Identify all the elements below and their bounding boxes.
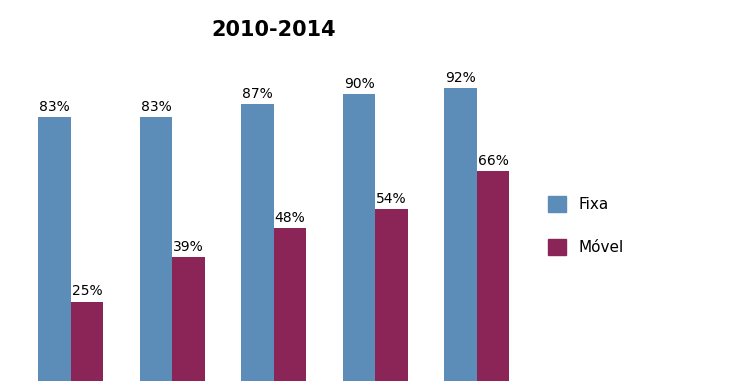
Bar: [70, 301, 103, 381]
Bar: [343, 95, 375, 381]
Bar: [241, 104, 274, 381]
Text: 90%: 90%: [344, 77, 374, 91]
Bar: [140, 117, 172, 381]
Title: 2010-2014: 2010-2014: [212, 19, 336, 40]
Bar: [274, 228, 306, 381]
Bar: [172, 257, 205, 381]
Text: 66%: 66%: [478, 154, 508, 168]
Text: 25%: 25%: [72, 284, 102, 298]
Text: 87%: 87%: [242, 87, 273, 101]
Legend: Fixa, Móvel: Fixa, Móvel: [548, 196, 624, 255]
Text: 92%: 92%: [445, 71, 476, 85]
Bar: [477, 171, 509, 381]
Bar: [445, 88, 477, 381]
Text: 54%: 54%: [377, 192, 407, 206]
Bar: [375, 209, 408, 381]
Bar: [38, 117, 70, 381]
Text: 39%: 39%: [173, 240, 204, 254]
Text: 48%: 48%: [275, 211, 306, 225]
Text: 83%: 83%: [39, 100, 70, 114]
Text: 83%: 83%: [141, 100, 172, 114]
